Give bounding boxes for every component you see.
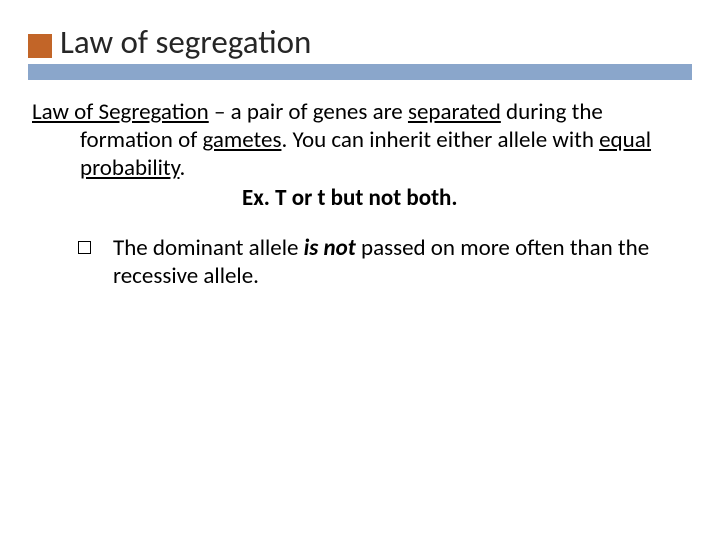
slide-title: Law of segregation	[60, 22, 311, 62]
title-underline-bar	[28, 64, 692, 80]
bullet-emph: is not	[304, 234, 356, 262]
definition-underlined-2: gametes	[202, 126, 281, 154]
bullet-pre: The dominant allele	[113, 234, 304, 262]
example-line: Ex. T or t but not both.	[32, 184, 688, 212]
definition-block: Law of Segregation – a pair of genes are…	[32, 98, 688, 182]
title-row: Law of segregation	[28, 22, 692, 62]
bullet-row: The dominant allele is not passed on mor…	[32, 234, 688, 290]
definition-underlined-1: separated	[408, 98, 501, 126]
definition-text-1: a pair of genes are	[231, 98, 408, 126]
checkbox-icon	[78, 241, 91, 254]
definition-label: Law of Segregation	[32, 98, 209, 126]
slide: Law of segregation Law of Segregation – …	[0, 0, 720, 540]
definition-text-4: .	[179, 154, 185, 182]
definition-text-3: . You can inherit either allele with	[281, 126, 599, 154]
accent-box-icon	[28, 34, 52, 58]
bullet-text: The dominant allele is not passed on mor…	[113, 234, 688, 290]
definition-separator: –	[209, 98, 231, 126]
body: Law of Segregation – a pair of genes are…	[28, 80, 692, 290]
